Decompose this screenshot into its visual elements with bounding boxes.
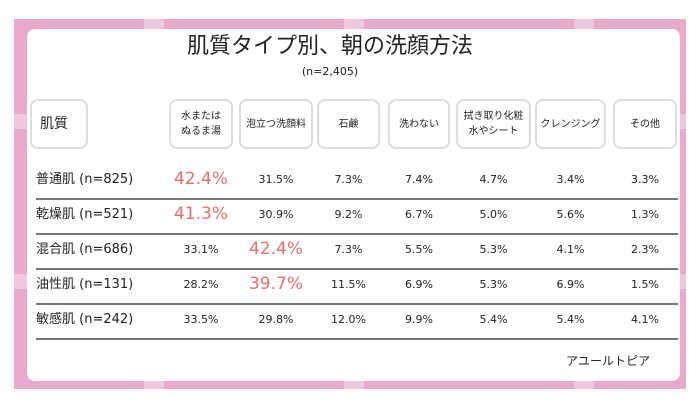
value-cell: 33.5%	[183, 313, 219, 326]
value-cell: 5.3%	[479, 278, 508, 291]
value-cell: 7.4%	[405, 173, 433, 186]
row-label: 油性肌 (n=131)	[36, 277, 134, 292]
highlighted-value-cell: 42.4%	[248, 239, 303, 259]
value-cell: 3.3%	[631, 173, 659, 186]
column-header: 洗わない	[388, 99, 450, 149]
row-label: 敏感肌 (n=242)	[36, 312, 134, 327]
value-cell: 5.4%	[479, 313, 508, 326]
table-row: 油性肌 (n=131) 28.2% 39.7% 11.5% 6.9% 5.3% 6.9% 1.…	[36, 268, 678, 305]
value-cell: 1.5%	[631, 278, 659, 291]
chart-title: 肌質タイプ別、朝の洗顔方法	[186, 34, 473, 59]
row-label: 普通肌 (n=825)	[36, 172, 134, 187]
row-header: 肌質	[30, 99, 88, 149]
row-label: 乾燥肌 (n=521)	[36, 207, 134, 222]
value-cell: 5.3%	[479, 243, 508, 256]
highlighted-value-cell: 39.7%	[248, 274, 303, 294]
column-header: 泡立つ洗顔料	[239, 99, 313, 149]
value-cell: 5.4%	[556, 313, 585, 326]
value-cell: 5.6%	[556, 208, 585, 221]
highlighted-value-cell: 42.4%	[173, 169, 228, 189]
table-row: 敏感肌 (n=242) 33.5% 29.8% 12.0% 9.9% 5.4% 5.4% 4.…	[36, 303, 678, 340]
column-header: 石鹸	[317, 99, 380, 149]
value-cell: 6.7%	[405, 208, 433, 221]
value-cell: 4.1%	[556, 243, 585, 256]
value-cell: 1.3%	[631, 208, 659, 221]
column-header: クレンジング	[535, 99, 606, 149]
value-cell: 6.9%	[556, 278, 585, 291]
value-cell: 31.5%	[258, 173, 294, 186]
table-card	[27, 29, 680, 381]
column-header: 拭き取り化粧 水やシート	[456, 99, 531, 149]
value-cell: 30.9%	[258, 208, 294, 221]
value-cell: 2.3%	[631, 243, 659, 256]
value-cell: 5.0%	[479, 208, 508, 221]
value-cell: 29.8%	[258, 313, 294, 326]
value-cell: 7.3%	[334, 173, 363, 186]
value-cell: 9.9%	[405, 313, 433, 326]
value-cell: 11.5%	[331, 278, 366, 291]
value-cell: 4.1%	[631, 313, 659, 326]
value-cell: 9.2%	[334, 208, 363, 221]
value-cell: 33.1%	[183, 243, 219, 256]
row-label: 混合肌 (n=686)	[36, 242, 134, 257]
column-header: その他	[613, 99, 677, 149]
table-row: 混合肌 (n=686) 33.1% 42.4% 7.3% 5.5% 5.3% 4.1% 2.3…	[36, 233, 678, 270]
value-cell: 4.7%	[479, 173, 508, 186]
value-cell: 7.3%	[334, 243, 363, 256]
chart-subtitle: (n=2,405)	[301, 65, 359, 78]
table-row: 乾燥肌 (n=521) 41.3% 30.9% 9.2% 6.7% 5.0% 5.6% 1.3…	[36, 198, 678, 235]
credit: アユールトピア	[565, 354, 650, 368]
value-cell: 6.9%	[405, 278, 433, 291]
value-cell: 5.5%	[405, 243, 433, 256]
value-cell: 3.4%	[556, 173, 585, 186]
highlighted-value-cell: 41.3%	[173, 204, 228, 224]
value-cell: 12.0%	[331, 313, 366, 326]
column-header: 水または ぬるま湯	[169, 99, 233, 149]
table-row: 普通肌 (n=825) 42.4% 31.5% 7.3% 7.4% 4.7% 3.4% 3.3…	[36, 163, 678, 200]
value-cell: 28.2%	[183, 278, 219, 291]
